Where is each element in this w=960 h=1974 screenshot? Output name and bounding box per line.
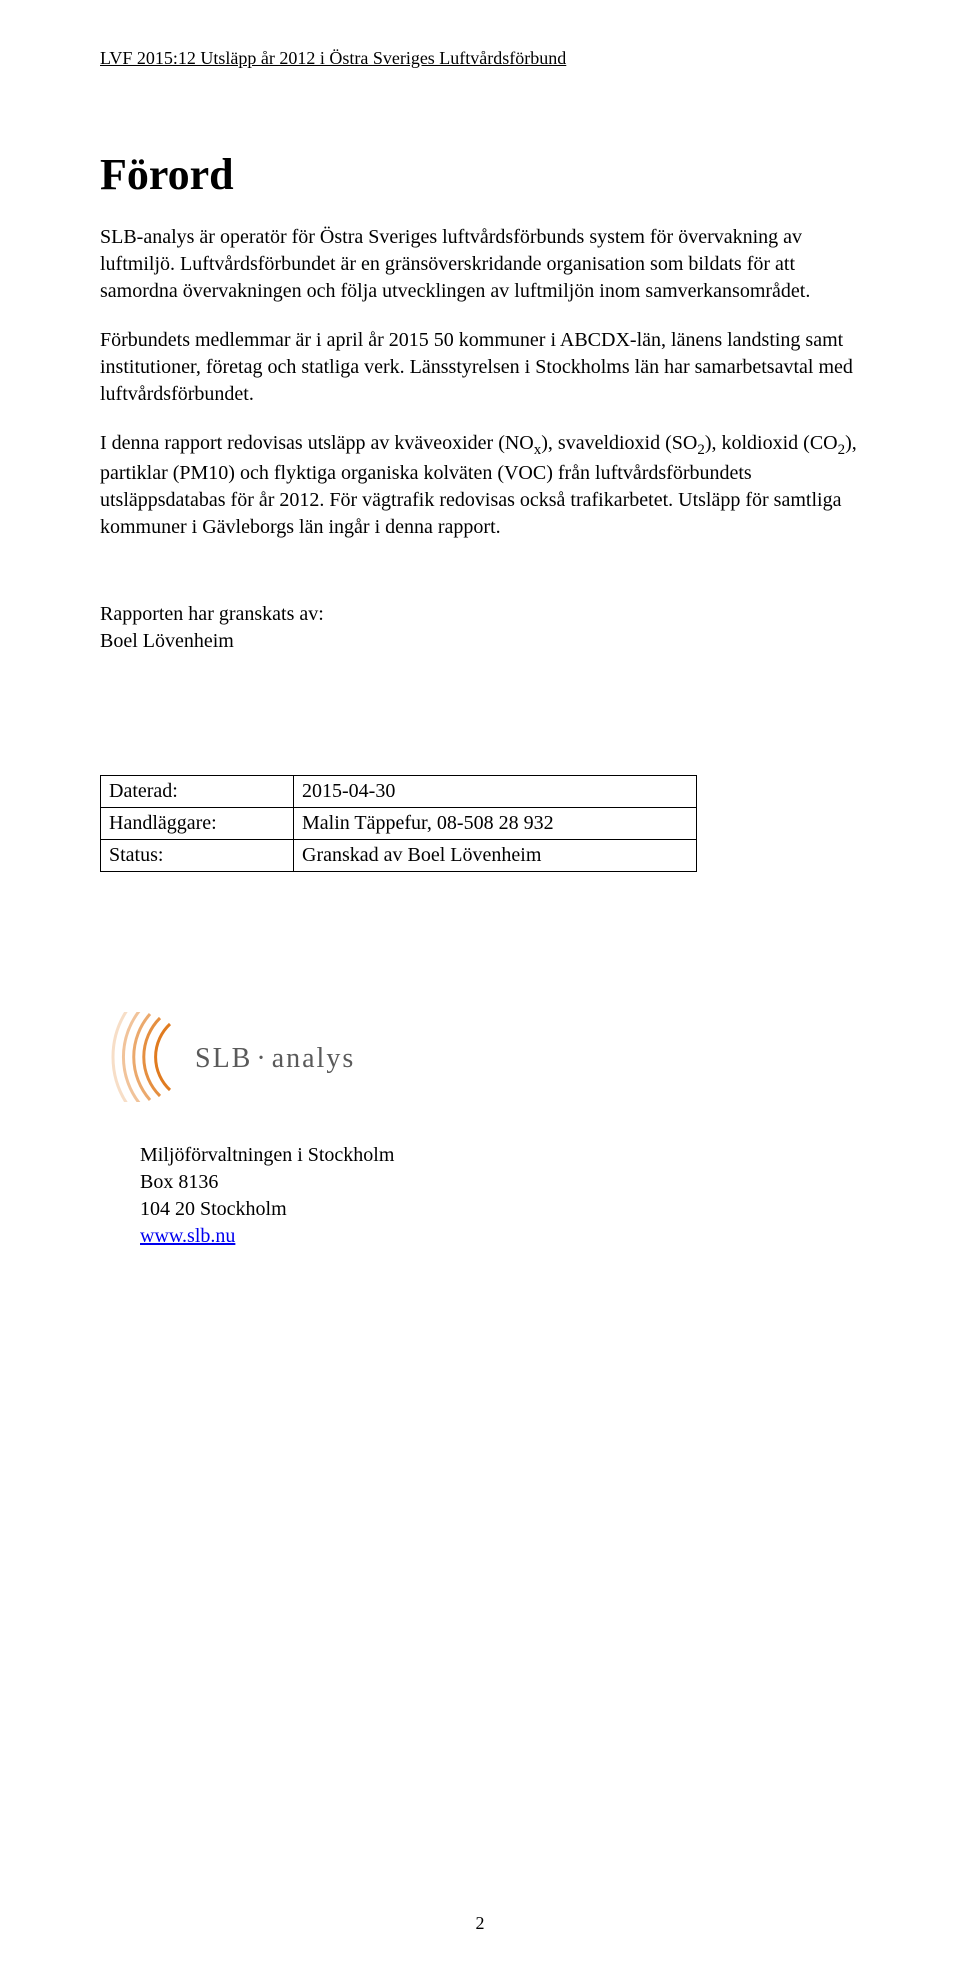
address-line-3: 104 20 Stockholm [140,1196,860,1223]
table-row: Status: Granskad av Boel Lövenheim [101,840,697,872]
subscript-2b: 2 [838,442,846,458]
page-title: Förord [100,149,860,200]
logo-dot: · [256,1043,267,1074]
handler-value: Malin Täppefur, 08-508 28 932 [294,808,697,840]
handler-label: Handläggare: [101,808,294,840]
header-running-title: LVF 2015:12 Utsläpp år 2012 i Östra Sver… [100,48,860,69]
dated-value: 2015-04-30 [294,776,697,808]
paragraph-1: SLB-analys är operatör för Östra Sverige… [100,224,860,305]
metadata-table: Daterad: 2015-04-30 Handläggare: Malin T… [100,775,697,872]
paragraph-3: I denna rapport redovisas utsläpp av kvä… [100,430,860,541]
address-block: Miljöförvaltningen i Stockholm Box 8136 … [140,1142,860,1250]
logo-block: SLB·analys [100,1012,860,1102]
table-row: Handläggare: Malin Täppefur, 08-508 28 9… [101,808,697,840]
para3-part-b: ), svaveldioxid (SO [541,432,697,454]
dated-label: Daterad: [101,776,294,808]
address-line-2: Box 8136 [140,1169,860,1196]
para3-part-a: I denna rapport redovisas utsläpp av kvä… [100,432,534,454]
status-value: Granskad av Boel Lövenheim [294,840,697,872]
address-line-1: Miljöförvaltningen i Stockholm [140,1142,860,1169]
subscript-2a: 2 [697,442,705,458]
logo-analys: analys [272,1043,356,1074]
page-number: 2 [0,1913,960,1934]
reviewed-name: Boel Lövenheim [100,628,860,655]
logo-arcs-icon [113,1012,170,1102]
reviewed-label: Rapporten har granskats av: [100,601,860,628]
logo-text-slb: SLB·analys [195,1043,355,1074]
table-row: Daterad: 2015-04-30 [101,776,697,808]
slb-logo-icon: SLB·analys [100,1012,420,1102]
paragraph-2: Förbundets medlemmar är i april år 2015 … [100,327,860,408]
para3-part-c: ), koldioxid (CO [705,432,838,454]
address-link[interactable]: www.slb.nu [140,1225,235,1247]
reviewed-block: Rapporten har granskats av: Boel Lövenhe… [100,601,860,655]
logo-slb: SLB [195,1043,252,1074]
document-page: LVF 2015:12 Utsläpp år 2012 i Östra Sver… [0,0,960,1974]
status-label: Status: [101,840,294,872]
